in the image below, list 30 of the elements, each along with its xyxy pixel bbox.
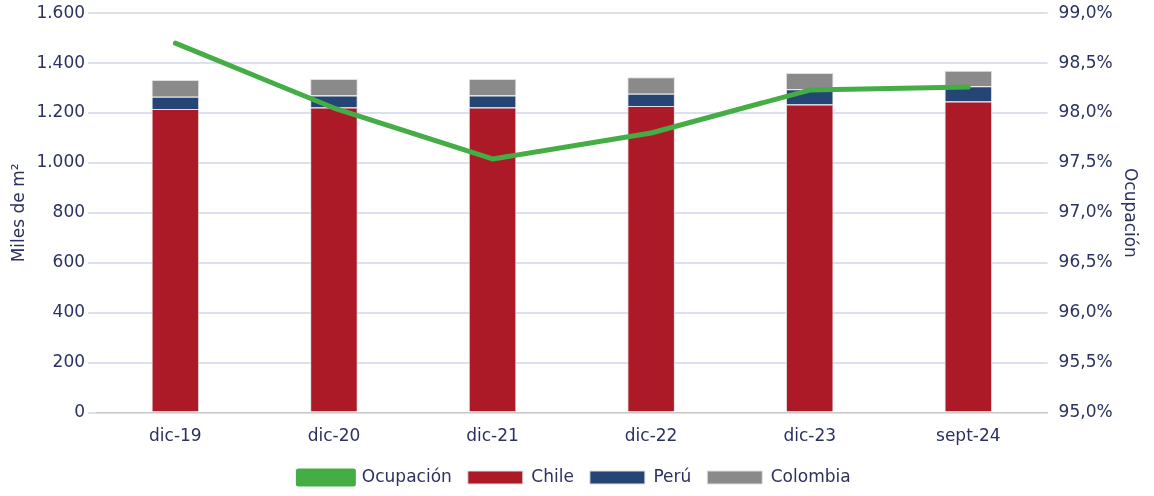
y-tick-label: 800	[52, 201, 86, 222]
x-tick-label: dic-23	[783, 425, 837, 446]
y2-tick-label: 95,0%	[1058, 401, 1113, 422]
y-tick-label: 1.200	[36, 101, 86, 122]
y2-tick-label: 97,5%	[1058, 151, 1113, 172]
x-tick-label: dic-21	[466, 425, 519, 446]
y-axis-title: Miles de m²	[7, 163, 28, 263]
x-tick-label: dic-20	[307, 425, 361, 446]
y2-tick-label: 97,0%	[1058, 201, 1113, 222]
y2-tick-label: 95,5%	[1058, 351, 1113, 372]
y-tick-label: 400	[52, 301, 86, 322]
y-tick-label: 600	[52, 251, 86, 272]
x-tick-label: dic-19	[149, 425, 202, 446]
y-tick-label: 1.600	[36, 1, 86, 22]
y-tick-label: 1.400	[36, 51, 86, 72]
y2-tick-label: 96,0%	[1058, 301, 1113, 322]
y2-tick-label: 98,5%	[1058, 51, 1113, 72]
legend-label: Ocupación	[361, 465, 452, 486]
x-tick-label: sept-24	[936, 425, 1001, 446]
legend-label: Chile	[531, 465, 574, 486]
y2-tick-label: 99,0%	[1058, 1, 1113, 22]
y-tick-label: 200	[52, 351, 86, 372]
y-tick-label: 1.000	[36, 151, 86, 172]
y2-tick-label: 98,0%	[1058, 101, 1113, 122]
y2-tick-label: 96,5%	[1058, 251, 1113, 272]
x-tick-label: dic-22	[624, 425, 678, 446]
y2-axis-title: Ocupación	[1121, 167, 1142, 258]
legend-label: Colombia	[770, 465, 851, 486]
legend-label: Perú	[653, 465, 692, 486]
y-tick-label: 0	[74, 401, 86, 422]
